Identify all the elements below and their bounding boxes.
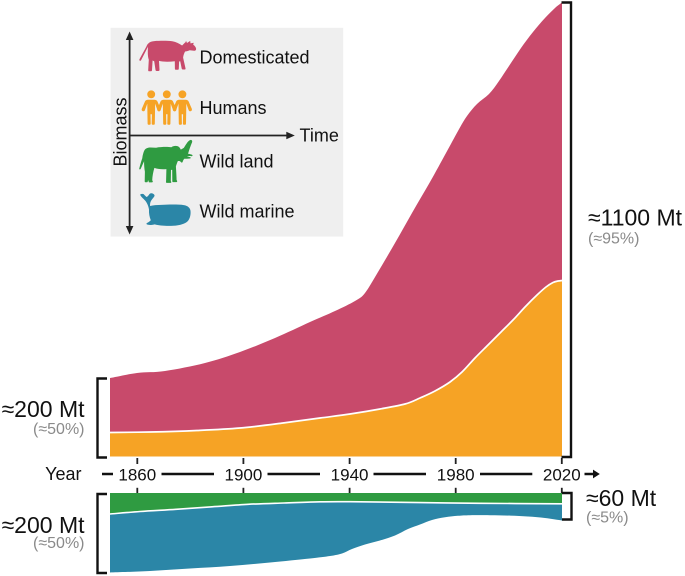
- svg-text:≈60 Mt: ≈60 Mt: [586, 485, 657, 511]
- svg-text:Wild marine: Wild marine: [200, 202, 295, 222]
- svg-text:(≈95%): (≈95%): [588, 231, 639, 248]
- svg-text:≈200 Mt: ≈200 Mt: [2, 512, 86, 538]
- svg-text:≈200 Mt: ≈200 Mt: [2, 396, 86, 422]
- svg-text:(≈50%): (≈50%): [33, 421, 84, 438]
- svg-text:2020: 2020: [543, 466, 581, 485]
- svg-text:(≈5%): (≈5%): [586, 510, 629, 527]
- svg-text:≈1100 Mt: ≈1100 Mt: [588, 205, 683, 231]
- svg-text:1900: 1900: [224, 466, 262, 485]
- svg-text:1980: 1980: [437, 466, 475, 485]
- svg-text:Wild land: Wild land: [200, 152, 274, 172]
- svg-text:1940: 1940: [331, 466, 369, 485]
- svg-text:Year: Year: [45, 464, 81, 484]
- svg-text:(≈50%): (≈50%): [33, 535, 84, 552]
- svg-text:Time: Time: [300, 126, 339, 146]
- svg-text:Humans: Humans: [200, 98, 267, 118]
- svg-text:Domesticated: Domesticated: [200, 48, 310, 68]
- svg-text:1860: 1860: [118, 466, 156, 485]
- svg-text:Biomass: Biomass: [111, 97, 131, 166]
